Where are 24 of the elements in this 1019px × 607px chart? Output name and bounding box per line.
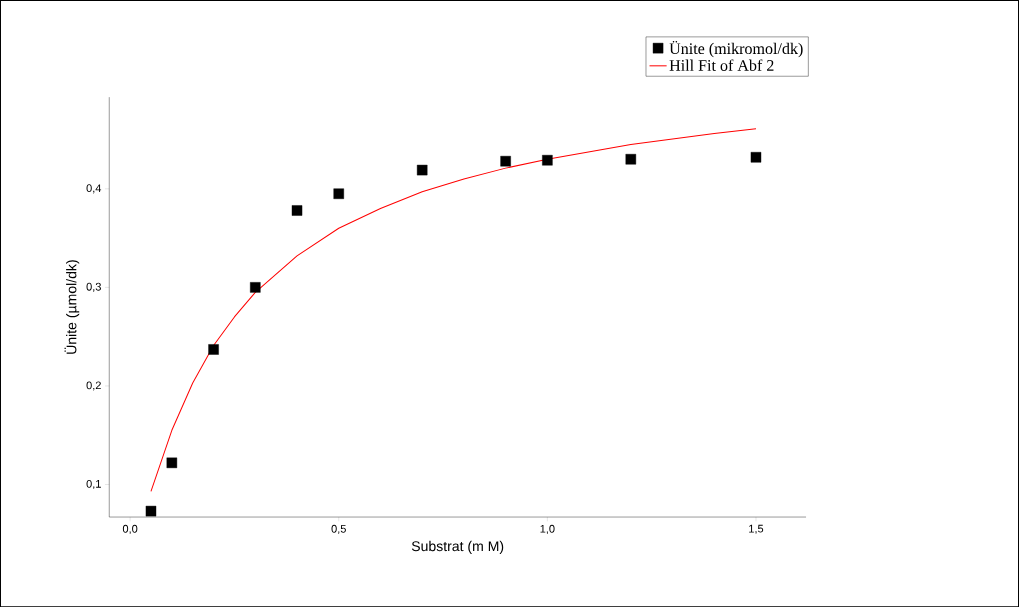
x-tick-label: 1,5 (749, 524, 764, 534)
point (542, 154, 553, 166)
y-tick-label: 0,2 (86, 381, 101, 391)
x-tick-label: 1,0 (540, 524, 555, 534)
x-axis-title: Substrat (m M) (411, 540, 504, 554)
y-axis-title: Ünite (µmol/dk) (64, 260, 80, 354)
x-tick-label: 0,5 (331, 524, 346, 534)
point (625, 153, 637, 165)
point (250, 282, 261, 293)
line-series (150, 128, 757, 492)
y-tick-label: 0,1 (86, 479, 101, 489)
y-tick-label: 0,4 (86, 184, 102, 194)
point (333, 188, 344, 199)
point (166, 457, 178, 468)
point (291, 205, 303, 216)
point (750, 151, 762, 163)
legend-label: Ünite (mikromol/dk) (669, 40, 803, 58)
point (208, 344, 219, 355)
y-tick-label: 0,3 (86, 282, 101, 292)
x-tick-label: 0,0 (122, 524, 138, 534)
point (416, 164, 428, 176)
point (500, 155, 511, 167)
legend-label: Hill Fit of Abf 2 (669, 59, 774, 71)
point (145, 505, 157, 517)
